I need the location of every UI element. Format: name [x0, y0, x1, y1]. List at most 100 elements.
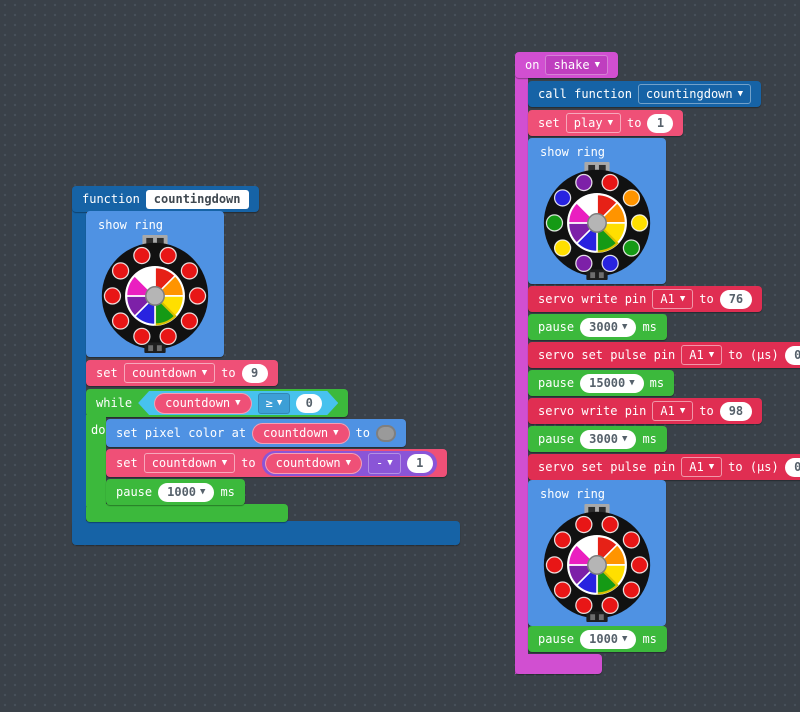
- set-countdown-decrement-block[interactable]: set countdown ▼ to countdown ▼ - ▼ 1: [106, 449, 447, 477]
- pin-dropdown[interactable]: A1 ▼: [652, 401, 694, 421]
- chevron-down-icon: ▼: [200, 487, 206, 497]
- servo-pulse-label: servo set pulse pin: [538, 460, 676, 474]
- neopixel-ring-graphic[interactable]: [539, 503, 655, 624]
- comparison-operator-dropdown[interactable]: ≥ ▼: [258, 393, 291, 414]
- pause-block[interactable]: pause 1000 ▼ ms: [106, 479, 245, 505]
- show-ring-block[interactable]: show ring: [86, 211, 224, 357]
- to-keyword: to: [699, 404, 714, 418]
- on-shake-spine: [515, 74, 528, 674]
- variable-name: countdown: [263, 425, 329, 440]
- show-ring-label: show ring: [98, 218, 164, 232]
- show-ring-block[interactable]: show ring: [528, 480, 666, 626]
- pause-block[interactable]: pause 3000 ▼ ms: [528, 426, 667, 452]
- pause-block[interactable]: pause 15000 ▼ ms: [528, 370, 675, 396]
- call-function-label: call function: [538, 87, 632, 101]
- gesture-dropdown[interactable]: shake ▼: [545, 55, 608, 75]
- chevron-down-icon: ▼: [737, 89, 744, 99]
- function-block-spine: [72, 204, 86, 540]
- neopixel-ring-graphic[interactable]: [539, 161, 655, 282]
- value-input[interactable]: 9: [241, 363, 268, 383]
- pause-keyword: pause: [116, 485, 153, 499]
- color-picker-swatch[interactable]: [375, 424, 396, 442]
- set-pixel-color-block[interactable]: set pixel color at countdown ▼ to: [106, 419, 406, 447]
- servo-set-pulse-block[interactable]: servo set pulse pin A1 ▼ to (µs) 0: [528, 342, 800, 368]
- duration-value: 1000: [589, 631, 619, 646]
- countdown-variable-dropdown[interactable]: countdown ▼: [143, 453, 236, 473]
- chevron-down-icon: ▼: [276, 398, 283, 408]
- call-function-block[interactable]: call function countingdown ▼: [528, 81, 762, 107]
- function-block-footer: [72, 521, 460, 545]
- duration-value: 3000: [589, 319, 619, 334]
- countdown-variable-pill[interactable]: countdown ▼: [252, 422, 350, 444]
- chevron-down-icon: ▼: [345, 458, 352, 468]
- play-variable-dropdown[interactable]: play ▼: [565, 113, 622, 133]
- set-play-block[interactable]: set play ▼ to 1: [528, 110, 684, 136]
- value-input[interactable]: 1: [647, 113, 674, 133]
- value-input[interactable]: 98: [719, 401, 753, 421]
- value-input[interactable]: 0: [296, 394, 322, 413]
- countdown-variable-dropdown[interactable]: countdown ▼: [123, 363, 216, 383]
- servo-write-block[interactable]: servo write pin A1 ▼ to 76: [528, 286, 763, 312]
- servo-pulse-label: servo set pulse pin: [538, 348, 676, 362]
- pause-keyword: pause: [538, 632, 575, 646]
- pin-name: A1: [689, 348, 704, 362]
- variable-name: countdown: [165, 395, 231, 410]
- countdown-variable-pill[interactable]: countdown ▼: [264, 452, 363, 474]
- pin-dropdown[interactable]: A1 ▼: [681, 345, 723, 365]
- ms-unit: ms: [649, 376, 665, 390]
- value-input[interactable]: 0: [784, 457, 800, 477]
- function-name-field[interactable]: countingdown: [145, 189, 249, 209]
- function-define-block[interactable]: function countingdown: [72, 186, 259, 212]
- value-input[interactable]: 0: [784, 345, 800, 365]
- duration-value: 15000: [589, 375, 626, 390]
- pin-name: A1: [689, 460, 704, 474]
- on-shake-block[interactable]: on shake ▼: [515, 52, 618, 78]
- pin-dropdown[interactable]: A1 ▼: [652, 289, 694, 309]
- pause-duration-dropdown[interactable]: 15000 ▼: [580, 373, 644, 393]
- ms-unit: ms: [220, 485, 235, 499]
- while-block-header[interactable]: while countdown ▼ ≥ ▼ 0: [86, 389, 349, 417]
- set-countdown-block[interactable]: set countdown ▼ to 9: [86, 360, 278, 386]
- subtraction-expression[interactable]: countdown ▼ - ▼ 1: [261, 450, 437, 476]
- while-block-spine: [86, 415, 106, 506]
- chevron-down-icon: ▼: [221, 458, 228, 468]
- chevron-down-icon: ▼: [235, 398, 241, 408]
- value-input[interactable]: 1: [406, 453, 433, 473]
- while-condition[interactable]: countdown ▼ ≥ ▼ 0: [138, 391, 338, 415]
- pin-dropdown[interactable]: A1 ▼: [681, 457, 723, 477]
- chevron-down-icon: ▼: [387, 458, 393, 468]
- set-keyword: set: [116, 456, 138, 470]
- chevron-down-icon: ▼: [594, 60, 600, 70]
- chevron-down-icon: ▼: [333, 428, 339, 438]
- pin-name: A1: [660, 292, 675, 306]
- function-name-dropdown[interactable]: countingdown ▼: [637, 84, 752, 104]
- show-ring-block[interactable]: show ring: [528, 138, 666, 284]
- pause-duration-dropdown[interactable]: 1000 ▼: [158, 482, 215, 502]
- pause-duration-dropdown[interactable]: 3000 ▼: [580, 429, 637, 449]
- pause-keyword: pause: [538, 432, 575, 446]
- on-shake-footer: [515, 654, 602, 674]
- pin-name: A1: [660, 404, 675, 418]
- while-keyword: while: [96, 396, 133, 410]
- pause-duration-dropdown[interactable]: 3000 ▼: [580, 317, 637, 337]
- to-us-keyword: to (µs): [728, 460, 779, 474]
- value-input[interactable]: 76: [719, 289, 753, 309]
- servo-write-block[interactable]: servo write pin A1 ▼ to 98: [528, 398, 763, 424]
- variable-name: countdown: [275, 455, 341, 470]
- pause-block[interactable]: pause 3000 ▼ ms: [528, 314, 667, 340]
- chevron-down-icon: ▼: [607, 118, 614, 128]
- pause-block[interactable]: pause 1000 ▼ ms: [528, 626, 667, 652]
- while-block-footer: [86, 504, 288, 522]
- neopixel-ring-graphic[interactable]: [97, 234, 213, 355]
- chevron-down-icon: ▼: [622, 634, 628, 644]
- servo-write-label: servo write pin: [538, 404, 647, 418]
- set-keyword: set: [96, 366, 118, 380]
- servo-set-pulse-block[interactable]: servo set pulse pin A1 ▼ to (µs) 0: [528, 454, 800, 480]
- on-keyword: on: [525, 58, 540, 72]
- pause-keyword: pause: [538, 320, 575, 334]
- math-operator-dropdown[interactable]: - ▼: [368, 452, 401, 474]
- pause-duration-dropdown[interactable]: 1000 ▼: [580, 629, 637, 649]
- show-ring-label: show ring: [540, 145, 606, 159]
- countdown-variable-pill[interactable]: countdown ▼: [154, 393, 251, 414]
